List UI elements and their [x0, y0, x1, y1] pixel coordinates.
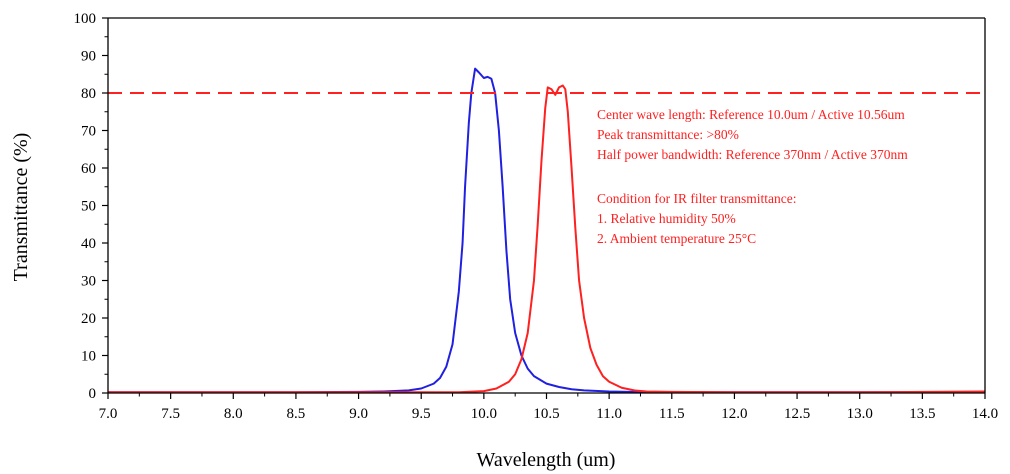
y-tick-label: 10 — [81, 349, 96, 365]
x-tick-label: 13.0 — [847, 406, 873, 422]
y-tick-label: 70 — [81, 124, 96, 140]
x-tick-label: 11.5 — [659, 406, 685, 422]
annotation-temperature: 2. Ambient temperature 25°C — [597, 231, 756, 246]
x-tick-label: 12.5 — [784, 406, 810, 422]
series-line-2 — [108, 84, 986, 394]
y-tick-label: 0 — [89, 386, 97, 402]
plot-frame — [107, 17, 986, 394]
y-tick-label: 50 — [81, 199, 96, 215]
x-tick-label: 12.0 — [721, 406, 747, 422]
x-tick-label: 13.5 — [909, 406, 935, 422]
y-axis-title: Transmittance (%) — [10, 133, 32, 282]
y-tick-label: 60 — [81, 161, 96, 177]
annotation-peak-transmittance: Peak transmittance: >80% — [597, 127, 739, 142]
x-axis-title: Wavelength (um) — [477, 449, 616, 471]
annotation-center-wavelength: Center wave length: Reference 10.0um / A… — [597, 107, 905, 122]
x-tick-label: 14.0 — [972, 406, 998, 422]
annotation-half-power-bandwidth: Half power bandwidth: Reference 370nm / … — [597, 147, 908, 162]
x-tick-label: 7.5 — [161, 406, 180, 422]
series-line-1 — [108, 67, 985, 394]
x-tick-label: 10.5 — [533, 406, 559, 422]
y-tick-label: 20 — [81, 311, 96, 327]
y-tick-label: 80 — [81, 86, 96, 102]
y-tick-label: 40 — [81, 236, 96, 252]
x-tick-label: 9.0 — [349, 406, 368, 422]
annotation-humidity: 1. Relative humidity 50% — [597, 211, 736, 226]
curves-layer — [108, 67, 986, 394]
x-tick-label: 7.0 — [99, 406, 118, 422]
ticks-layer: 7.0 7.5 8.0 8.5 9.0 9.5 10.0 10.5 11.0 11.5 12.0 12… — [74, 11, 999, 422]
y-tick-label: 30 — [81, 274, 96, 290]
x-tick-label: 10.0 — [471, 406, 497, 422]
x-tick-label: 8.0 — [224, 406, 243, 422]
x-tick-label: 9.5 — [412, 406, 431, 422]
x-tick-label: 11.0 — [596, 406, 622, 422]
y-tick-label: 90 — [81, 49, 96, 65]
annotation-conditions-title: Condition for IR filter transmittance: — [597, 191, 796, 206]
x-tick-label: 8.5 — [287, 406, 306, 422]
annotation-block: Center wave length: Reference 10.0um / A… — [597, 107, 908, 246]
y-tick-label: 100 — [74, 11, 97, 27]
